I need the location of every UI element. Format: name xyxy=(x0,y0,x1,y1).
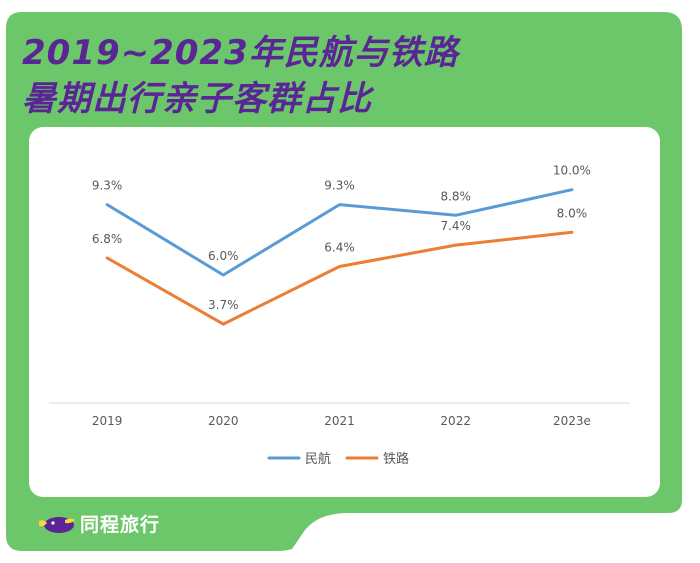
brand: 同程旅行 xyxy=(38,510,160,537)
data-label: 6.8% xyxy=(92,232,123,246)
legend-label: 铁路 xyxy=(383,451,409,467)
x-tick-label: 2022 xyxy=(440,414,471,428)
data-label: 3.7% xyxy=(208,298,239,312)
tongcheng-logo-icon xyxy=(39,516,75,533)
series-line-0 xyxy=(105,188,574,277)
series-line-1 xyxy=(105,230,574,326)
data-label: 9.3% xyxy=(324,179,355,193)
line-chart: 2019 2020 2021 2022 2023e 9.3% 6.0% 9.3% 8.8% 10.… xyxy=(49,164,630,467)
data-label: 8.0% xyxy=(557,206,588,220)
data-label: 7.4% xyxy=(440,219,471,233)
data-label: 6.0% xyxy=(208,249,239,263)
title-line-1: 2019~2023年民航与铁路 xyxy=(22,33,459,73)
title-line-2: 暑期出行亲子客群占比 xyxy=(22,79,372,119)
x-tick-label: 2020 xyxy=(208,414,239,428)
legend-label: 民航 xyxy=(305,451,331,467)
data-label: 8.8% xyxy=(440,189,471,203)
brand-name: 同程旅行 xyxy=(80,514,161,536)
x-tick-label: 2019 xyxy=(92,414,123,428)
x-tick-label: 2023e xyxy=(553,414,591,428)
x-tick-label: 2021 xyxy=(324,414,355,428)
chart-card: 2019 2020 2021 2022 2023e 9.3% 6.0% 9.3% 8.8% 10.… xyxy=(29,127,660,497)
data-label: 9.3% xyxy=(92,179,123,193)
chart-title: 2019~2023年民航与铁路 暑期出行亲子客群占比 xyxy=(22,30,459,122)
data-label: 6.4% xyxy=(324,240,355,254)
data-label: 10.0% xyxy=(553,164,591,178)
